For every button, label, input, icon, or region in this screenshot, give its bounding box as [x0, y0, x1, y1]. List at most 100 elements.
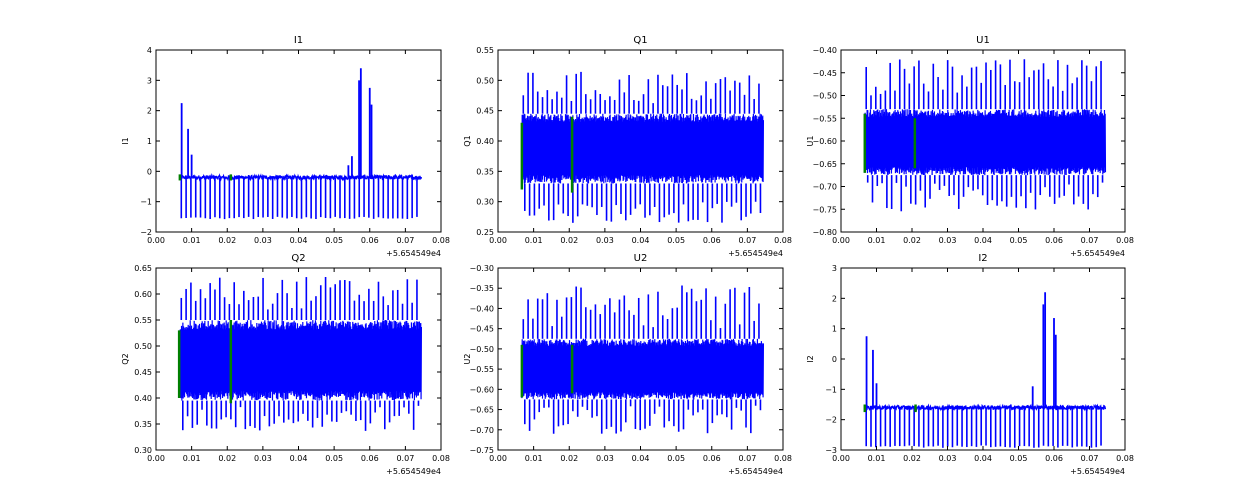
chart-3-title: U1 — [976, 35, 990, 46]
chart-2-y-tick-label: 0.50 — [476, 76, 494, 85]
chart-3-plot-area — [863, 59, 1107, 212]
chart-6-x-tick-label: 0.05 — [1010, 454, 1028, 463]
chart-1-y-tick-label: 3 — [147, 76, 152, 85]
chart-5-y-tick-label: −0.55 — [469, 365, 494, 374]
chart-6-title: I2 — [978, 253, 987, 264]
chart-3-x-tick-label: 0.04 — [974, 236, 992, 245]
chart-1-x-tick-label: 0.08 — [432, 236, 450, 245]
chart-3-y-tick-label: −0.60 — [812, 137, 837, 146]
chart-5-y-tick-label: −0.40 — [469, 304, 494, 313]
chart-4-x-tick-label: 0.07 — [396, 454, 414, 463]
chart-3-x-tick-label: 0.08 — [1116, 236, 1134, 245]
chart-4-x-tick-label: 0.05 — [325, 454, 343, 463]
chart-6-y-tick-label: 0 — [832, 355, 837, 364]
chart-3-y-axis-label: U1 — [806, 136, 815, 147]
chart-3-y-tick-label: −0.70 — [812, 183, 837, 192]
chart-6-x-tick-label: 0.06 — [1045, 454, 1063, 463]
chart-4-x-tick-label: 0.02 — [218, 454, 236, 463]
chart-3-x-offset-label: +5.654549e4 — [1070, 249, 1125, 258]
chart-2-x-tick-label: 0.00 — [489, 236, 507, 245]
chart-3-x-tick-label: 0.03 — [939, 236, 957, 245]
chart-2-y-tick-label: 0.40 — [476, 137, 494, 146]
chart-5-x-tick-label: 0.06 — [703, 454, 721, 463]
chart-1-x-tick-label: 0.02 — [218, 236, 236, 245]
chart-6-x-tick-label: 0.04 — [974, 454, 992, 463]
chart-2-x-tick-label: 0.08 — [774, 236, 792, 245]
chart-3-x-tick-label: 0.01 — [868, 236, 886, 245]
chart-6-x-tick-label: 0.03 — [939, 454, 957, 463]
chart-4-y-tick-label: 0.35 — [134, 420, 152, 429]
chart-2-x-tick-label: 0.07 — [738, 236, 756, 245]
chart-6-x-tick-label: 0.00 — [832, 454, 850, 463]
chart-1-x-tick-label: 0.03 — [254, 236, 272, 245]
chart-4-y-tick-label: 0.60 — [134, 290, 152, 299]
chart-5-y-tick-label: −0.70 — [469, 426, 494, 435]
chart-6-x-tick-label: 0.02 — [903, 454, 921, 463]
chart-1-y-tick-label: −2 — [140, 228, 152, 237]
chart-6-y-axis-label: I2 — [806, 355, 815, 362]
chart-4-y-tick-label: 0.45 — [134, 368, 152, 377]
chart-5-title: U2 — [634, 253, 648, 264]
chart-5-y-tick-label: −0.45 — [469, 325, 494, 334]
chart-2-x-tick-label: 0.05 — [667, 236, 685, 245]
chart-2-x-offset-label: +5.654549e4 — [728, 249, 783, 258]
chart-1-signal-line — [179, 173, 422, 182]
chart-2-signal-line — [521, 113, 765, 184]
chart-4-x-tick-label: 0.06 — [361, 454, 379, 463]
chart-4-x-tick-label: 0.04 — [290, 454, 308, 463]
chart-3-x-tick-label: 0.07 — [1081, 236, 1099, 245]
chart-3-y-tick-label: −0.40 — [812, 46, 837, 55]
chart-5-signal-line — [521, 338, 765, 400]
chart-1-plot-area — [178, 68, 422, 220]
chart-6-y-tick-label: 3 — [832, 264, 837, 273]
chart-5-y-tick-label: −0.75 — [469, 446, 494, 455]
chart-4-plot-area — [177, 277, 423, 431]
chart-4-y-tick-label: 0.50 — [134, 342, 152, 351]
chart-3-y-tick-label: −0.65 — [812, 160, 837, 169]
chart-1-x-offset-label: +5.654549e4 — [386, 249, 441, 258]
chart-2-y-tick-label: 0.45 — [476, 107, 494, 116]
chart-5-y-tick-label: −0.50 — [469, 345, 494, 354]
chart-4-signal-line — [179, 320, 423, 401]
chart-5-x-tick-label: 0.04 — [632, 454, 650, 463]
chart-4-y-tick-label: 0.30 — [134, 446, 152, 455]
chart-3-signal-line — [864, 109, 1107, 176]
chart-5-y-tick-label: −0.30 — [469, 264, 494, 273]
chart-1-x-tick-label: 0.00 — [147, 236, 165, 245]
chart-5-y-tick-label: −0.35 — [469, 284, 494, 293]
chart-2-y-tick-label: 0.30 — [476, 198, 494, 207]
chart-4-y-tick-label: 0.40 — [134, 394, 152, 403]
chart-2-x-tick-label: 0.04 — [632, 236, 650, 245]
chart-1-x-tick-label: 0.05 — [325, 236, 343, 245]
chart-5-x-tick-label: 0.02 — [560, 454, 578, 463]
chart-3-y-tick-label: −0.50 — [812, 92, 837, 101]
chart-2-x-tick-label: 0.02 — [560, 236, 578, 245]
chart-5-x-offset-label: +5.654549e4 — [728, 467, 783, 476]
chart-6-x-offset-label: +5.654549e4 — [1070, 467, 1125, 476]
chart-3-x-tick-label: 0.05 — [1010, 236, 1028, 245]
chart-2-y-tick-label: 0.55 — [476, 46, 494, 55]
chart-2-y-tick-label: 0.25 — [476, 228, 494, 237]
chart-1-x-tick-label: 0.01 — [183, 236, 201, 245]
chart-5-x-tick-label: 0.03 — [596, 454, 614, 463]
chart-2-y-axis-label: Q1 — [463, 135, 472, 146]
chart-2-plot-area — [520, 71, 765, 223]
chart-6-x-tick-label: 0.07 — [1081, 454, 1099, 463]
chart-3-y-tick-label: −0.45 — [812, 69, 837, 78]
chart-4-x-tick-label: 0.08 — [432, 454, 450, 463]
chart-2-x-tick-label: 0.03 — [596, 236, 614, 245]
chart-3-x-tick-label: 0.02 — [903, 236, 921, 245]
chart-1-x-tick-label: 0.06 — [361, 236, 379, 245]
chart-3-x-tick-label: 0.00 — [832, 236, 850, 245]
chart-4-x-tick-label: 0.03 — [254, 454, 272, 463]
chart-5-y-tick-label: −0.65 — [469, 406, 494, 415]
chart-6-y-tick-label: −1 — [825, 385, 837, 394]
chart-5-x-tick-label: 0.00 — [489, 454, 507, 463]
chart-4-x-offset-label: +5.654549e4 — [386, 467, 441, 476]
chart-1-y-tick-label: 2 — [147, 107, 152, 116]
chart-4-y-tick-label: 0.65 — [134, 264, 152, 273]
chart-3-y-tick-label: −0.80 — [812, 228, 837, 237]
chart-1-y-tick-label: 0 — [147, 167, 152, 176]
chart-6-x-tick-label: 0.08 — [1116, 454, 1134, 463]
